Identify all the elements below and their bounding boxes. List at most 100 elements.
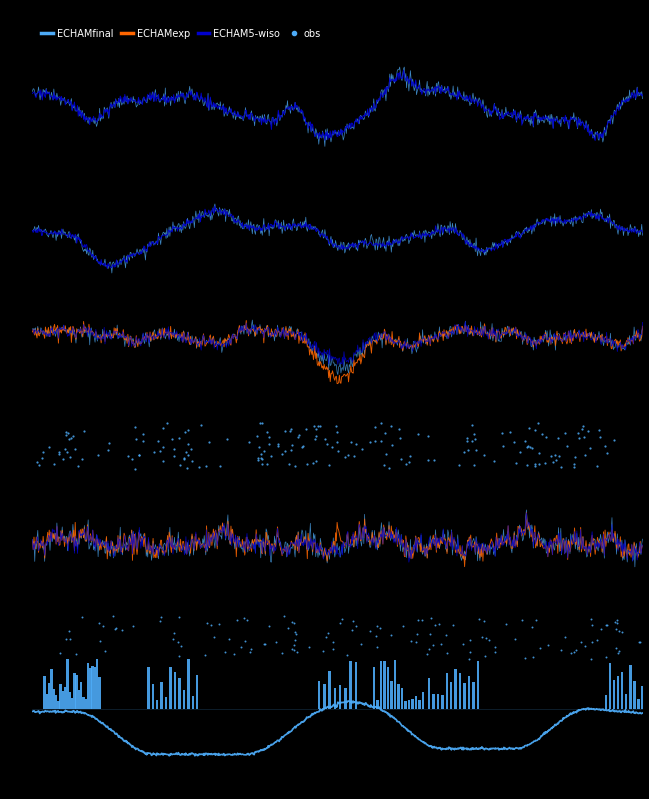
Point: [586, 653, 596, 666]
Point: [591, 634, 602, 646]
Point: [527, 442, 537, 455]
Bar: [60, 684, 62, 709]
Point: [256, 447, 267, 460]
Bar: [400, 688, 403, 709]
Point: [569, 646, 580, 658]
Point: [524, 422, 535, 435]
Point: [465, 634, 476, 646]
Point: [530, 458, 541, 471]
Point: [294, 428, 304, 441]
Point: [393, 423, 404, 435]
Point: [515, 446, 526, 459]
Point: [182, 423, 193, 436]
Point: [357, 443, 367, 455]
Bar: [468, 676, 470, 709]
Point: [174, 649, 184, 662]
Bar: [633, 681, 635, 709]
Point: [167, 433, 177, 446]
Point: [60, 443, 71, 455]
Point: [578, 419, 588, 432]
Point: [156, 610, 166, 623]
Point: [180, 425, 191, 438]
Point: [54, 448, 64, 461]
Point: [380, 427, 390, 439]
Point: [484, 634, 494, 646]
Point: [65, 632, 75, 645]
Point: [318, 644, 328, 657]
Point: [579, 431, 589, 443]
Point: [264, 438, 275, 451]
Point: [372, 641, 382, 654]
Bar: [605, 695, 607, 709]
Point: [167, 633, 178, 646]
Point: [612, 614, 622, 626]
Bar: [93, 667, 96, 709]
Bar: [450, 682, 452, 709]
Bar: [182, 690, 185, 709]
Point: [587, 619, 598, 632]
Bar: [637, 698, 640, 709]
Bar: [66, 659, 69, 709]
Bar: [334, 688, 336, 709]
Point: [312, 423, 322, 435]
Point: [436, 638, 447, 650]
Point: [422, 647, 432, 660]
Bar: [191, 696, 194, 709]
Point: [259, 638, 269, 650]
Point: [200, 648, 210, 661]
Point: [123, 449, 134, 462]
Point: [428, 638, 438, 651]
Point: [635, 635, 645, 648]
Point: [489, 455, 500, 467]
Point: [596, 622, 606, 635]
Point: [332, 435, 342, 448]
Point: [364, 435, 374, 448]
Point: [257, 458, 267, 471]
Bar: [354, 662, 357, 709]
Point: [614, 625, 624, 638]
Point: [293, 430, 304, 443]
Point: [32, 455, 43, 468]
Point: [489, 646, 500, 658]
Point: [292, 646, 302, 658]
Bar: [373, 667, 375, 709]
Point: [138, 428, 148, 441]
Point: [37, 451, 47, 464]
Point: [108, 610, 118, 622]
Point: [320, 432, 330, 445]
Point: [386, 419, 396, 432]
Point: [423, 453, 434, 466]
Bar: [165, 698, 167, 709]
Bar: [422, 692, 424, 709]
Point: [469, 459, 479, 471]
Point: [179, 452, 190, 465]
Point: [374, 622, 385, 634]
Point: [376, 416, 386, 429]
Point: [371, 630, 381, 642]
Point: [376, 435, 386, 447]
Bar: [57, 701, 60, 709]
Point: [284, 458, 294, 471]
Point: [481, 632, 491, 645]
Bar: [629, 665, 631, 709]
Point: [238, 611, 249, 624]
Point: [554, 450, 564, 463]
Bar: [75, 675, 78, 709]
Point: [259, 445, 269, 458]
Bar: [78, 690, 80, 709]
Point: [434, 618, 445, 630]
Point: [117, 624, 127, 637]
Bar: [50, 669, 53, 709]
Point: [454, 459, 465, 471]
Point: [60, 425, 71, 438]
Point: [280, 445, 290, 458]
Point: [594, 423, 604, 436]
Bar: [445, 673, 448, 709]
Point: [175, 459, 185, 471]
Point: [371, 620, 382, 633]
Point: [176, 639, 186, 652]
Point: [347, 624, 357, 637]
Point: [301, 423, 312, 435]
Bar: [45, 694, 48, 709]
Point: [308, 457, 318, 470]
